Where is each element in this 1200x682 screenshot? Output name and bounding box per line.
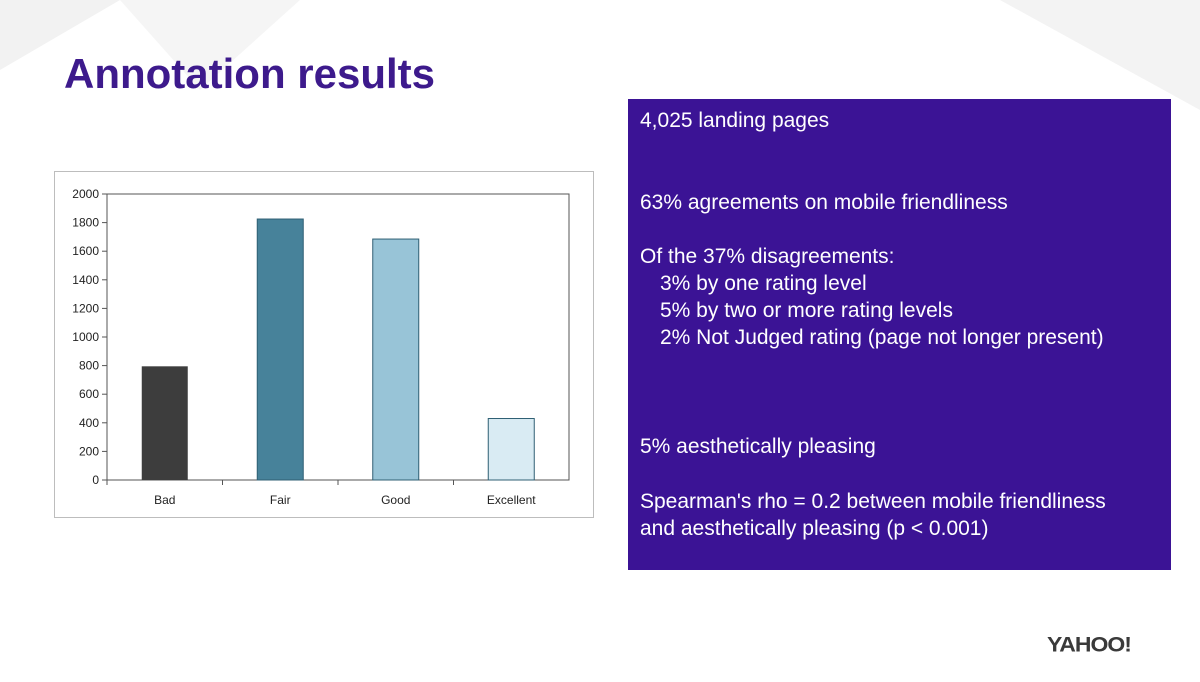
y-tick-label: 1000	[72, 330, 99, 344]
x-tick-label: Good	[381, 493, 410, 507]
bar-good	[372, 238, 420, 481]
chart-canvas: 0 200 400 600 800 1000 1200 1400 1600 1800 2000 Bad…	[72, 187, 570, 507]
spearman-line: and aesthetically pleasing (p < 0.001)	[640, 517, 989, 540]
bar-excellent	[487, 418, 535, 481]
y-tick-label: 1200	[72, 301, 99, 315]
bar-bad	[141, 366, 188, 480]
bar-chart: 0 200 400 600 800 1000 1200 1400 1600 1800 2000 Bad…	[54, 171, 594, 518]
aesthetic-stat: 5% aesthetically pleasing	[640, 435, 876, 458]
y-tick-label: 2000	[72, 187, 99, 201]
landing-pages-count: 4,025 landing pages	[640, 109, 830, 132]
y-tick-label: 0	[92, 473, 99, 487]
agreement-stat: 63% agreements on mobile friendliness	[640, 191, 1008, 214]
y-tick-label: 1600	[72, 244, 99, 258]
info-panel: 4,025 landing pages 63% agreements on mo…	[628, 99, 1171, 570]
disagreement-item: 2% Not Judged rating (page not longer pr…	[660, 326, 1104, 349]
slide-title: Annotation results	[64, 50, 436, 97]
disagreement-item: 5% by two or more rating levels	[660, 299, 953, 322]
disagreements-heading: Of the 37% disagreements:	[640, 245, 895, 268]
y-tick-label: 1800	[72, 216, 99, 230]
spearman-line: Spearman's rho = 0.2 between mobile frie…	[640, 490, 1106, 513]
y-tick-label: 1400	[72, 273, 99, 287]
yahoo-logo: YAHOO!	[1047, 632, 1132, 656]
y-tick-label: 600	[79, 387, 99, 401]
disagreement-item: 3% by one rating level	[660, 272, 867, 295]
x-tick-label: Fair	[270, 493, 291, 507]
x-tick-label: Bad	[154, 493, 175, 507]
bar-fair	[256, 218, 304, 481]
x-tick-label: Excellent	[487, 493, 536, 507]
y-tick-label: 400	[79, 416, 99, 430]
y-tick-label: 200	[79, 444, 99, 458]
y-tick-label: 800	[79, 359, 99, 373]
